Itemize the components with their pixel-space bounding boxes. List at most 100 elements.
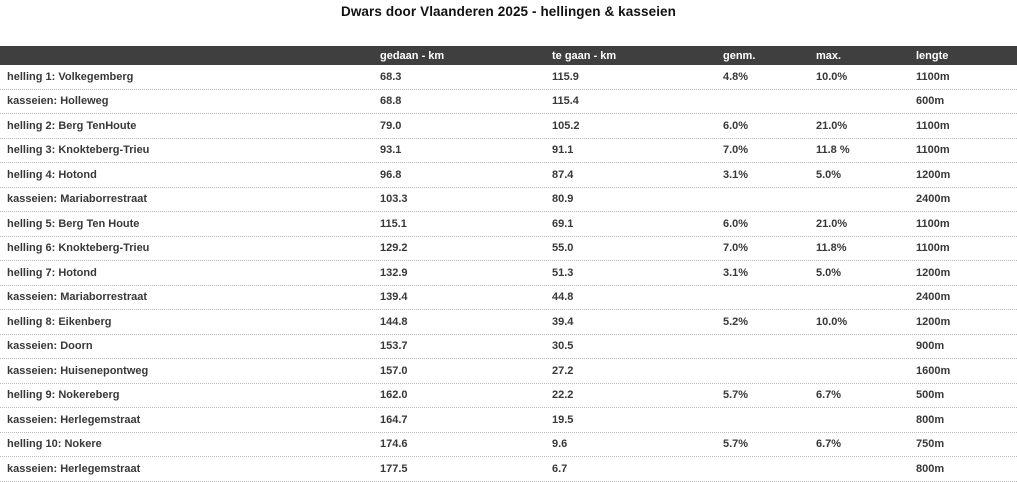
segment-name: kasseien: Holleweg bbox=[7, 95, 109, 108]
gedaan-km-value: 139.4 bbox=[380, 291, 408, 304]
table-row: helling 7: Hotond 132.9 51.3 3.1% 5.0% 1… bbox=[0, 261, 1017, 286]
gedaan-km-value: 132.9 bbox=[380, 266, 408, 279]
te-gaan-km-value: 115.4 bbox=[552, 95, 579, 108]
te-gaan-km-value: 39.4 bbox=[552, 315, 574, 328]
table-row: helling 9: Nokereberg 162.0 22.2 5.7% 6.… bbox=[0, 383, 1017, 409]
segment-name: kasseien: Herlegemstraat bbox=[7, 463, 141, 475]
max-value: 11.8 % bbox=[816, 144, 850, 157]
segment-name: helling 6: Knokteberg-Trieu bbox=[7, 242, 150, 255]
genm-value: 6.0% bbox=[723, 217, 749, 230]
max-value: 5.0% bbox=[816, 266, 842, 279]
max-value: 10.0% bbox=[816, 315, 848, 328]
table-row: helling 4: Hotond 96.8 87.4 3.1% 5.0% 12… bbox=[0, 163, 1017, 188]
te-gaan-km-value: 30.5 bbox=[552, 340, 574, 353]
lengte-value: 900m bbox=[916, 340, 945, 353]
te-gaan-km-value: 105.2 bbox=[552, 119, 580, 132]
genm-value: 5.2% bbox=[723, 315, 749, 328]
table-row: helling 8: Eikenberg 144.8 39.4 5.2% 10.… bbox=[0, 310, 1017, 335]
column-header-lengte: lengte bbox=[916, 49, 949, 62]
gedaan-km-value: 153.7 bbox=[380, 340, 408, 353]
lengte-value: 1100m bbox=[916, 217, 950, 230]
table-row: helling 2: Berg TenHoute 79.0 105.2 6.0%… bbox=[0, 114, 1017, 139]
gedaan-km-value: 96.8 bbox=[380, 168, 402, 181]
lengte-value: 600m bbox=[916, 95, 945, 108]
lengte-value: 800m bbox=[916, 413, 945, 426]
table-body: helling 1: Volkegemberg 68.3 115.9 4.8% … bbox=[0, 65, 1017, 482]
lengte-value: 1200m bbox=[916, 168, 951, 181]
te-gaan-km-value: 51.3 bbox=[552, 266, 574, 279]
max-value: 6.7% bbox=[816, 438, 842, 451]
gedaan-km-value: 93.1 bbox=[380, 144, 402, 157]
page-title: Dwars door Vlaanderen 2025 - hellingen &… bbox=[340, 4, 677, 19]
table-row: kasseien: Mariaborrestraat 103.3 80.9 24… bbox=[0, 187, 1017, 213]
te-gaan-km-value: 69.1 bbox=[552, 217, 574, 230]
table-row: helling 3: Knokteberg-Trieu 93.1 91.1 7.… bbox=[0, 138, 1017, 164]
te-gaan-km-value: 44.8 bbox=[552, 291, 574, 304]
gedaan-km-value: 68.8 bbox=[380, 95, 402, 108]
te-gaan-km-value: 6.7 bbox=[552, 463, 568, 475]
te-gaan-km-value: 55.0 bbox=[552, 242, 574, 255]
gedaan-km-value: 129.2 bbox=[380, 242, 408, 255]
max-value: 5.0% bbox=[816, 168, 842, 181]
table-row: kasseien: Herlegemstraat 177.5 6.7 800m bbox=[0, 457, 1017, 482]
lengte-value: 800m bbox=[916, 463, 945, 475]
te-gaan-km-value: 91.1 bbox=[552, 144, 574, 157]
lengte-value: 1100m bbox=[916, 119, 950, 132]
segment-name: helling 9: Nokereberg bbox=[7, 389, 120, 402]
table-header-row: gedaan - km te gaan - km genm. max. leng… bbox=[0, 46, 1017, 65]
lengte-value: 1200m bbox=[916, 266, 951, 279]
max-value: 21.0% bbox=[816, 119, 848, 132]
lengte-value: 750m bbox=[916, 438, 945, 451]
te-gaan-km-value: 9.6 bbox=[552, 438, 568, 451]
segment-name: kasseien: Herlegemstraat bbox=[7, 413, 141, 426]
segment-name: helling 4: Hotond bbox=[7, 168, 97, 181]
segment-name: kasseien: Mariaborrestraat bbox=[7, 193, 148, 206]
column-header-genm: genm. bbox=[723, 49, 756, 62]
genm-value: 3.1% bbox=[723, 266, 749, 279]
genm-value: 5.7% bbox=[723, 438, 749, 451]
table-row: helling 5: Berg Ten Houte 115.1 69.1 6.0… bbox=[0, 212, 1017, 237]
gedaan-km-value: 79.0 bbox=[380, 119, 402, 132]
column-header-te-gaan-km: te gaan - km bbox=[552, 49, 617, 62]
segment-name: helling 2: Berg TenHoute bbox=[7, 119, 137, 132]
lengte-value: 1100m bbox=[916, 70, 950, 83]
segment-name: helling 10: Nokere bbox=[7, 438, 102, 451]
te-gaan-km-value: 27.2 bbox=[552, 364, 574, 377]
lengte-value: 1100m bbox=[916, 144, 950, 157]
lengte-value: 1200m bbox=[916, 315, 951, 328]
gedaan-km-value: 68.3 bbox=[380, 70, 402, 83]
te-gaan-km-value: 22.2 bbox=[552, 389, 574, 402]
gedaan-km-value: 164.7 bbox=[380, 413, 408, 426]
genm-value: 3.1% bbox=[723, 168, 749, 181]
te-gaan-km-value: 115.9 bbox=[552, 70, 579, 83]
max-value: 10.0% bbox=[816, 70, 848, 83]
table-row: kasseien: Mariaborrestraat 139.4 44.8 24… bbox=[0, 285, 1017, 311]
lengte-value: 500m bbox=[916, 389, 945, 402]
te-gaan-km-value: 19.5 bbox=[552, 413, 574, 426]
gedaan-km-value: 115.1 bbox=[380, 217, 407, 230]
table-row: helling 10: Nokere 174.6 9.6 5.7% 6.7% 7… bbox=[0, 432, 1017, 458]
segment-name: kasseien: Doorn bbox=[7, 340, 93, 353]
genm-value: 5.7% bbox=[723, 389, 749, 402]
segment-name: kasseien: Huisenepontweg bbox=[7, 364, 149, 377]
lengte-value: 2400m bbox=[916, 291, 951, 304]
segment-name: helling 1: Volkegemberg bbox=[7, 70, 134, 83]
max-value: 6.7% bbox=[816, 389, 842, 402]
genm-value: 4.8% bbox=[723, 70, 749, 83]
table-row: kasseien: Holleweg 68.8 115.4 600m bbox=[0, 89, 1017, 115]
genm-value: 7.0% bbox=[723, 144, 749, 157]
segment-name: helling 5: Berg Ten Houte bbox=[7, 217, 140, 230]
column-header-max: max. bbox=[816, 49, 842, 62]
te-gaan-km-value: 87.4 bbox=[552, 168, 574, 181]
column-header-gedaan-km: gedaan - km bbox=[380, 49, 445, 62]
gedaan-km-value: 144.8 bbox=[380, 315, 408, 328]
table-row: kasseien: Doorn 153.7 30.5 900m bbox=[0, 334, 1017, 360]
gedaan-km-value: 177.5 bbox=[380, 463, 408, 475]
te-gaan-km-value: 80.9 bbox=[552, 193, 574, 206]
gedaan-km-value: 174.6 bbox=[380, 438, 408, 451]
segment-name: helling 3: Knokteberg-Trieu bbox=[7, 144, 150, 157]
gedaan-km-value: 157.0 bbox=[380, 364, 408, 377]
max-value: 11.8% bbox=[816, 242, 847, 255]
climbs-cobbles-table: gedaan - km te gaan - km genm. max. leng… bbox=[0, 46, 1017, 482]
